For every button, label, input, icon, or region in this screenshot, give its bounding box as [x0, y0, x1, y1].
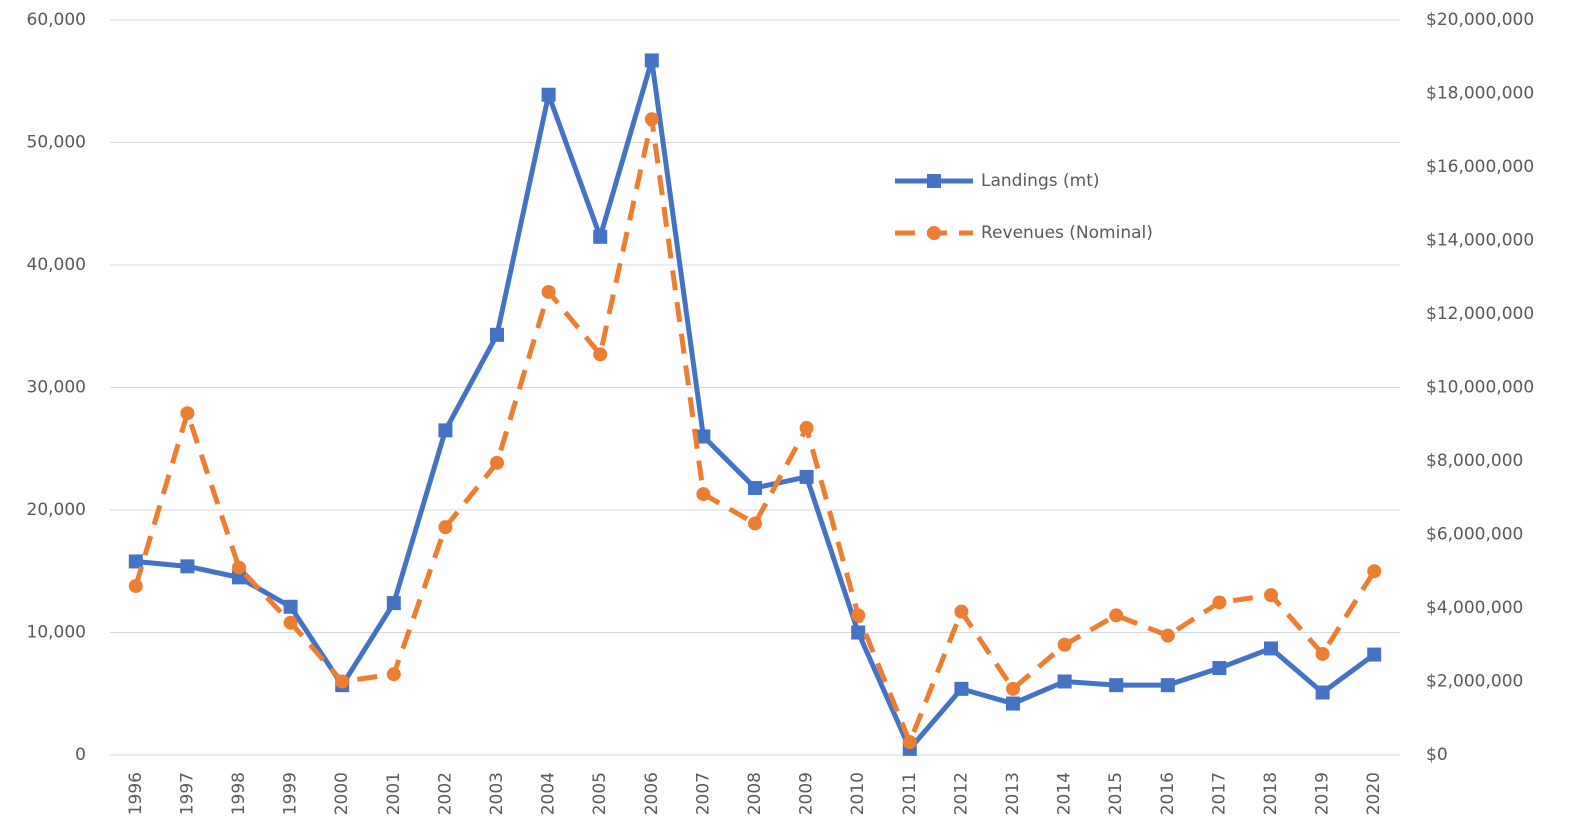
legend-label: Revenues (Nominal)	[981, 223, 1153, 243]
data-point	[1212, 661, 1227, 676]
y2-tick-label: $4,000,000	[1426, 598, 1523, 618]
x-tick-label: 2020	[1364, 772, 1384, 815]
data-point	[1264, 588, 1278, 603]
data-point	[128, 554, 143, 569]
data-point	[593, 347, 608, 362]
x-tick-label: 2009	[797, 772, 817, 815]
data-point	[1057, 674, 1072, 689]
y2-tick-label: $6,000,000	[1426, 525, 1523, 545]
y-tick-label: 60,000	[27, 10, 86, 30]
data-point	[1109, 608, 1124, 623]
data-point	[851, 608, 866, 623]
y2-tick-label: $8,000,000	[1426, 451, 1523, 471]
series-line	[133, 116, 1377, 745]
data-point	[1212, 595, 1227, 610]
x-tick-label: 2005	[590, 772, 610, 815]
y2-tick-label: $20,000,000	[1426, 10, 1534, 30]
x-tick-label: 2006	[642, 772, 662, 815]
data-point	[283, 615, 298, 630]
x-tick-label: 2016	[1158, 772, 1178, 815]
data-point	[1160, 628, 1175, 643]
y-tick-label: 20,000	[27, 500, 86, 520]
x-tick-label: 2019	[1313, 772, 1333, 815]
data-point	[1315, 646, 1330, 661]
x-tick-label: 2002	[435, 772, 455, 815]
data-point	[335, 674, 350, 689]
legend-marker	[927, 226, 941, 240]
x-tick-label: 2004	[539, 772, 559, 815]
data-point	[799, 420, 814, 435]
data-point	[386, 596, 401, 611]
y-tick-label: 30,000	[27, 378, 86, 398]
data-point	[438, 520, 453, 535]
data-point	[386, 667, 401, 682]
y-tick-label: 10,000	[27, 623, 86, 643]
data-point	[748, 516, 762, 531]
x-tick-label: 2003	[487, 772, 507, 815]
data-point	[1315, 685, 1330, 700]
data-point	[799, 469, 814, 484]
y2-tick-label: $14,000,000	[1426, 231, 1534, 251]
series-line	[135, 57, 1376, 752]
data-point	[180, 406, 195, 421]
data-point	[232, 560, 246, 575]
x-tick-label: 1999	[281, 772, 301, 815]
x-tick-label: 2000	[332, 772, 352, 815]
x-tick-label: 2014	[1055, 772, 1075, 815]
data-point	[1109, 678, 1124, 693]
x-tick-label: 2001	[384, 772, 404, 815]
data-point	[954, 681, 969, 696]
x-tick-label: 2012	[951, 772, 971, 815]
x-tick-label: 2017	[1209, 772, 1229, 815]
data-point	[232, 570, 246, 585]
y-tick-label: 40,000	[27, 255, 86, 275]
data-point	[438, 423, 453, 438]
x-tick-label: 2015	[1106, 772, 1126, 815]
y2-tick-label: $18,000,000	[1426, 84, 1534, 104]
data-point	[541, 284, 556, 299]
data-point	[644, 53, 659, 68]
y-tick-label: 50,000	[27, 133, 86, 153]
x-tick-label: 1998	[229, 772, 249, 815]
data-point	[1006, 696, 1020, 711]
x-tick-label: 2007	[693, 772, 713, 815]
data-point	[490, 327, 504, 342]
data-point	[1160, 678, 1175, 693]
x-tick-label: 2011	[900, 772, 920, 815]
data-point	[696, 487, 711, 502]
data-point	[1264, 641, 1278, 656]
x-tick-label: 2013	[1003, 772, 1023, 815]
data-point	[851, 625, 866, 640]
data-point	[1367, 647, 1382, 662]
y2-tick-label: $10,000,000	[1426, 378, 1534, 398]
x-tick-label: 2010	[848, 772, 868, 815]
y2-tick-label: $0	[1426, 745, 1448, 765]
x-tick-label: 1996	[126, 772, 146, 815]
data-point	[644, 112, 659, 127]
data-point	[1006, 681, 1020, 696]
data-point	[1057, 637, 1072, 652]
data-point	[490, 455, 504, 470]
data-point	[696, 429, 711, 444]
y2-tick-label: $2,000,000	[1426, 672, 1523, 692]
data-point	[1367, 564, 1382, 579]
data-point	[748, 480, 762, 495]
data-point	[541, 87, 556, 102]
data-point	[283, 599, 298, 614]
x-tick-label: 2018	[1261, 772, 1281, 815]
data-point	[128, 578, 143, 593]
data-point	[954, 604, 969, 619]
y-tick-label: 0	[75, 745, 86, 765]
data-point	[180, 559, 195, 574]
y2-tick-label: $16,000,000	[1426, 157, 1534, 177]
data-point	[902, 735, 917, 750]
x-tick-label: 2008	[745, 772, 765, 815]
x-tick-label: 1997	[177, 772, 197, 815]
legend-label: Landings (mt)	[981, 171, 1100, 191]
data-point	[593, 229, 608, 244]
legend-marker	[927, 174, 941, 188]
y2-tick-label: $12,000,000	[1426, 304, 1534, 324]
